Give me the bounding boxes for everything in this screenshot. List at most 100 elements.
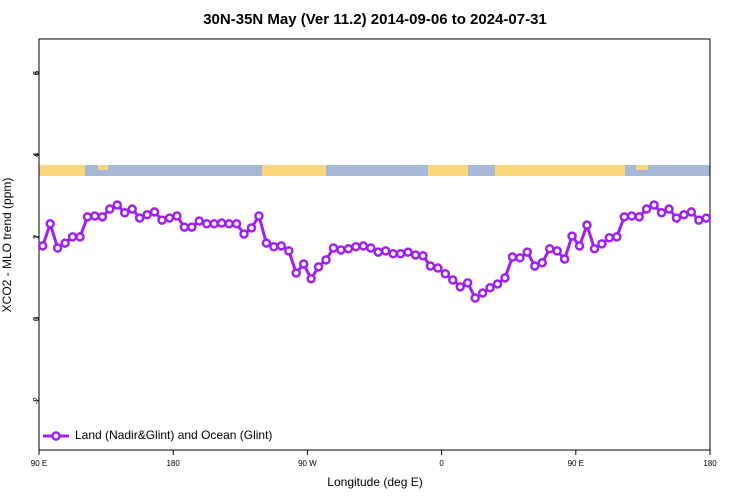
point bbox=[612, 232, 622, 242]
point bbox=[75, 232, 85, 242]
point bbox=[664, 204, 674, 214]
point bbox=[157, 215, 167, 225]
point bbox=[559, 254, 570, 264]
point bbox=[649, 200, 659, 210]
point bbox=[284, 246, 294, 256]
point bbox=[500, 273, 510, 283]
point bbox=[477, 288, 488, 298]
point bbox=[343, 244, 354, 254]
y-tick-label: 6 bbox=[32, 70, 41, 75]
point bbox=[313, 262, 324, 272]
land-band bbox=[495, 165, 625, 176]
point bbox=[45, 219, 55, 229]
point bbox=[366, 243, 376, 253]
x-tick-label: 0 bbox=[439, 459, 444, 468]
x-tick-label: 180 bbox=[167, 459, 181, 468]
point bbox=[298, 259, 309, 269]
point bbox=[164, 213, 175, 223]
point bbox=[336, 245, 346, 255]
point bbox=[37, 241, 48, 251]
point bbox=[671, 213, 682, 223]
point bbox=[351, 242, 361, 252]
point bbox=[619, 212, 630, 222]
y-tick-label: 0 bbox=[32, 316, 41, 321]
x-tick-label: 90 W bbox=[298, 459, 317, 468]
point bbox=[373, 247, 383, 257]
point bbox=[90, 211, 100, 221]
point bbox=[626, 211, 637, 221]
point bbox=[462, 278, 473, 288]
point bbox=[403, 247, 413, 257]
point bbox=[52, 243, 63, 253]
y-tick-label: -2 bbox=[32, 397, 41, 405]
point bbox=[597, 239, 607, 249]
point bbox=[246, 223, 257, 233]
point bbox=[187, 222, 197, 232]
land-band bbox=[98, 165, 108, 170]
point bbox=[604, 232, 615, 243]
point bbox=[276, 241, 287, 251]
x-tick-label: 180 bbox=[703, 459, 717, 468]
point bbox=[82, 212, 93, 222]
legend-label: Land (Nadir&Glint) and Ocean (Glint) bbox=[75, 428, 272, 442]
point bbox=[507, 252, 518, 262]
point bbox=[418, 251, 428, 261]
point bbox=[530, 261, 540, 271]
point bbox=[358, 241, 369, 251]
ocean-band bbox=[39, 165, 710, 176]
point bbox=[60, 238, 70, 248]
x-tick-label: 90 E bbox=[568, 459, 584, 468]
land-band bbox=[39, 165, 85, 176]
point bbox=[172, 211, 182, 221]
y-tick-label: 2 bbox=[32, 234, 41, 239]
point bbox=[291, 268, 301, 278]
point bbox=[522, 247, 533, 257]
point bbox=[567, 231, 577, 241]
point bbox=[544, 244, 555, 254]
legend-marker bbox=[51, 431, 61, 441]
point bbox=[216, 218, 227, 228]
point bbox=[425, 261, 436, 271]
y-tick-label: 4 bbox=[32, 152, 41, 157]
point bbox=[537, 257, 547, 268]
point bbox=[142, 210, 152, 220]
x-axis-label: Longitude (deg E) bbox=[327, 475, 422, 489]
point bbox=[492, 279, 503, 289]
point bbox=[254, 211, 264, 221]
point bbox=[306, 273, 316, 284]
point bbox=[224, 219, 234, 229]
surface-strip bbox=[39, 165, 710, 176]
point bbox=[485, 282, 495, 293]
point bbox=[694, 215, 704, 225]
point bbox=[410, 250, 421, 260]
point bbox=[134, 213, 145, 223]
point bbox=[634, 212, 644, 222]
y-axis-label: XCO2 - MLO trend (ppm) bbox=[0, 178, 14, 313]
point bbox=[179, 222, 190, 232]
point bbox=[701, 213, 712, 223]
point bbox=[202, 219, 212, 229]
point bbox=[470, 293, 480, 303]
land-band bbox=[636, 165, 648, 170]
point bbox=[97, 212, 108, 222]
chart-title: 30N-35N May (Ver 11.2) 2014-09-06 to 202… bbox=[203, 11, 547, 28]
point bbox=[321, 255, 331, 265]
point bbox=[239, 229, 249, 239]
plot-frame bbox=[38, 38, 711, 451]
point bbox=[209, 219, 219, 229]
point bbox=[589, 244, 600, 254]
point bbox=[440, 269, 451, 279]
point bbox=[380, 246, 391, 256]
point bbox=[679, 210, 689, 220]
point bbox=[433, 263, 443, 273]
point bbox=[395, 248, 406, 259]
point bbox=[515, 253, 525, 263]
point bbox=[105, 204, 115, 214]
point bbox=[448, 275, 458, 285]
point bbox=[656, 207, 667, 218]
point bbox=[641, 204, 652, 214]
land-band bbox=[262, 165, 326, 176]
point bbox=[67, 232, 78, 242]
point bbox=[686, 207, 697, 217]
